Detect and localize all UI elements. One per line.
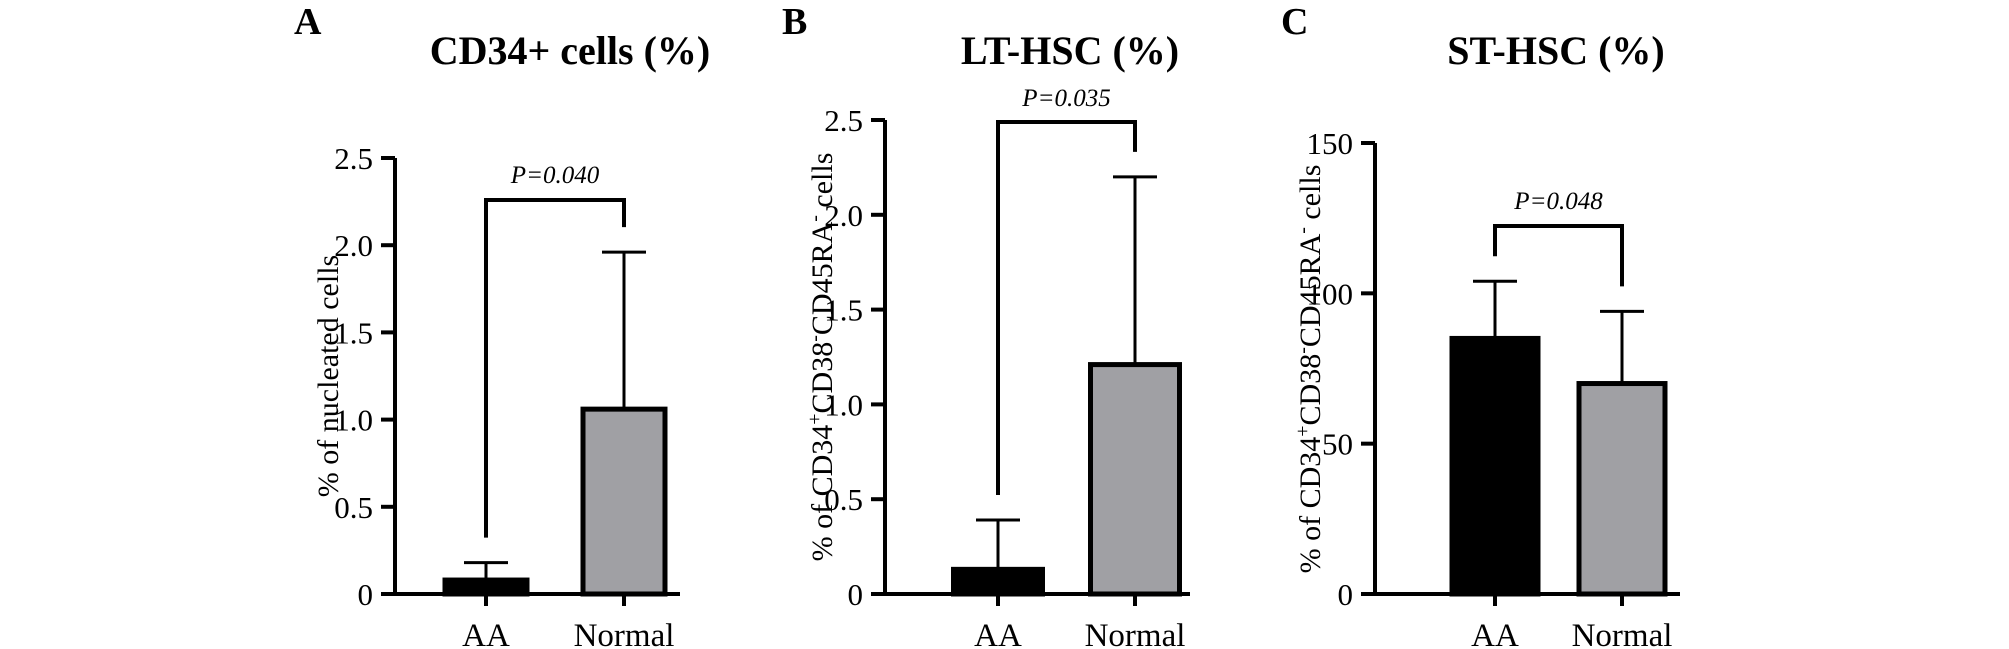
x-tick-label: Normal	[574, 618, 675, 649]
x-tick-label: AA	[1471, 618, 1519, 649]
panel-letter: C	[1281, 1, 1308, 43]
chart-panel-a: A CD34+ cells (%) % of nucleated cells AA No…	[294, 1, 710, 649]
y-tick-label: 0.5	[824, 482, 863, 517]
y-tick-label: 2.0	[824, 198, 863, 233]
bar-normal	[1088, 362, 1182, 597]
y-tick-label: 0	[848, 577, 864, 612]
y-tick-label: 0	[358, 577, 374, 612]
x-tick-label: AA	[974, 618, 1022, 649]
bar-normal	[1576, 381, 1668, 597]
panel-letter: B	[782, 1, 807, 43]
y-tick-label: 0.5	[334, 490, 373, 525]
chart-title: LT-HSC (%)	[961, 28, 1179, 73]
y-tick-label: 1.0	[824, 387, 863, 422]
x-tick-label: Normal	[1085, 618, 1186, 649]
y-axis-label: % of nucleated cells	[312, 255, 345, 497]
y-axis-label: % of CD34+CD38-CD45RA- cells	[1292, 165, 1327, 574]
y-tick-label: 150	[1307, 126, 1354, 161]
y-tick-label: 100	[1307, 276, 1354, 311]
significance-bracket	[484, 198, 626, 538]
x-tick-label: AA	[462, 618, 510, 649]
bar-aa	[1449, 335, 1541, 597]
p-value-label: P=0.048	[1513, 188, 1603, 215]
y-tick-label: 2.5	[824, 103, 863, 138]
panel-letter: A	[294, 1, 322, 43]
bar-aa	[442, 577, 530, 597]
y-tick-label: 1.0	[334, 403, 373, 438]
chart-title: ST-HSC (%)	[1447, 28, 1664, 73]
y-axis-label: % of CD34+CD38-CD45RA- cells	[804, 153, 839, 562]
y-tick-label: 2.0	[334, 228, 373, 263]
p-value-label: P=0.035	[1021, 85, 1110, 112]
y-tick-label: 50	[1322, 427, 1353, 462]
x-tick-label: Normal	[1572, 618, 1673, 649]
y-tick-label: 0	[1338, 577, 1354, 612]
bar-aa	[951, 566, 1045, 597]
y-tick-label: 1.5	[824, 293, 863, 328]
y-tick-label: 1.5	[334, 315, 373, 350]
chart-panel-c: C ST-HSC (%) % of CD34+CD38-CD45RA- cells A…	[1281, 1, 1680, 649]
p-value-label: P=0.040	[510, 162, 600, 189]
significance-bracket	[1493, 224, 1624, 287]
y-tick-label: 2.5	[334, 141, 373, 176]
chart-panel-b: B LT-HSC (%) % of CD34+CD38-CD45RA- cells A…	[782, 1, 1190, 649]
bar-normal	[580, 406, 668, 597]
chart-title: CD34+ cells (%)	[430, 28, 711, 73]
significance-bracket	[996, 120, 1137, 496]
